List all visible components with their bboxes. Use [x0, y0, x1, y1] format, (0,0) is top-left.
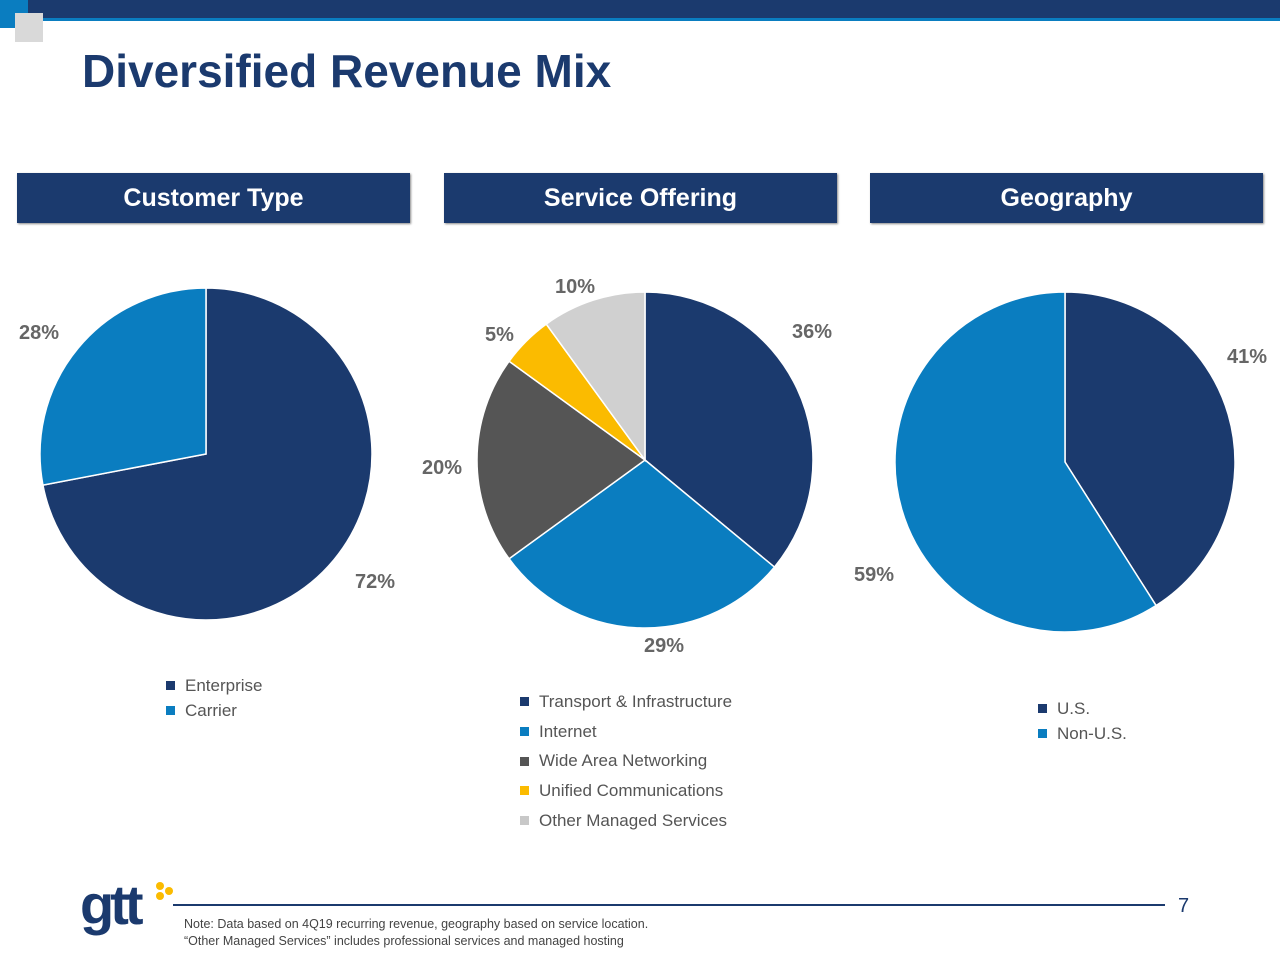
- legend-swatch: [520, 727, 529, 737]
- legend-swatch: [520, 756, 529, 766]
- legend-item: Non-U.S.: [1038, 721, 1127, 746]
- legend-swatch: [520, 786, 529, 796]
- footnote: Note: Data based on 4Q19 recurring reven…: [184, 917, 649, 948]
- footer-line: [173, 904, 1165, 906]
- pie-slice-other-managed-services: [545, 291, 646, 463]
- label-uc: 5%: [485, 324, 514, 346]
- pie-slice-u-s-: [1064, 291, 1236, 607]
- label-internet: 29%: [644, 635, 685, 657]
- svg-text:gtt: gtt: [80, 874, 143, 936]
- legend-item: Enterprise: [166, 673, 262, 698]
- label-non-us: 59%: [854, 564, 895, 586]
- legend-geography: U.S. Non-U.S.: [1038, 696, 1127, 746]
- legend-swatch: [1038, 729, 1047, 738]
- pie-slice-transport-infrastructure: [644, 291, 814, 569]
- label-transport: 36%: [792, 321, 833, 343]
- pie-slice-carrier: [39, 287, 207, 486]
- legend-swatch: [520, 697, 529, 707]
- legend-swatch: [1038, 704, 1047, 713]
- pie-slice-internet: [508, 459, 776, 629]
- pie-slice-enterprise: [42, 287, 373, 621]
- pie-slice-wide-area-networking: [476, 360, 647, 560]
- legend-item: Carrier: [166, 698, 262, 723]
- legend-service-offering: Transport & Infrastructure Internet Wide…: [520, 687, 732, 835]
- gtt-logo: gtt: [80, 873, 180, 943]
- page-title: Diversified Revenue Mix: [82, 45, 612, 97]
- label-carrier: 28%: [19, 322, 60, 344]
- legend-item: U.S.: [1038, 696, 1127, 721]
- legend-item: Wide Area Networking: [520, 746, 732, 776]
- header-customer-type: Customer Type: [17, 173, 410, 223]
- label-other: 10%: [555, 276, 596, 298]
- legend-swatch: [166, 681, 175, 690]
- top-accent-line: [0, 18, 1280, 21]
- pie-slice-non-u-s-: [894, 291, 1158, 633]
- label-wan: 20%: [422, 457, 463, 479]
- label-enterprise: 72%: [355, 571, 396, 593]
- header-geography: Geography: [870, 173, 1263, 223]
- legend-item: Other Managed Services: [520, 806, 732, 836]
- legend-swatch: [520, 816, 529, 826]
- page-number: 7: [1178, 895, 1190, 917]
- corner-square-gray: [15, 13, 43, 42]
- legend-item: Unified Communications: [520, 776, 732, 806]
- legend-customer-type: Enterprise Carrier: [166, 673, 262, 723]
- legend-item: Internet: [520, 717, 732, 747]
- header-service-offering: Service Offering: [444, 173, 837, 223]
- top-bar: [0, 0, 1280, 18]
- legend-swatch: [166, 706, 175, 715]
- legend-item: Transport & Infrastructure: [520, 687, 732, 717]
- label-us: 41%: [1227, 346, 1268, 368]
